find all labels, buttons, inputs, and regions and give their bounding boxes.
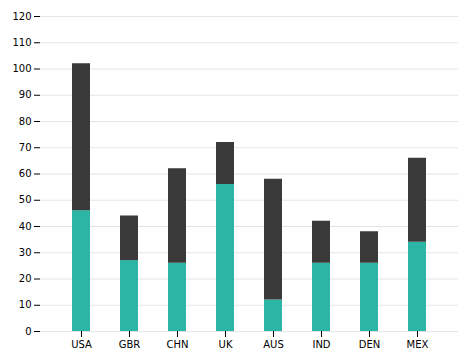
svg-text:DEN: DEN — [359, 339, 381, 350]
svg-text:50: 50 — [19, 194, 32, 205]
svg-text:80: 80 — [19, 116, 32, 127]
svg-text:110: 110 — [12, 37, 31, 48]
svg-text:UK: UK — [219, 339, 233, 350]
svg-text:AUS: AUS — [263, 339, 284, 350]
svg-text:100: 100 — [12, 63, 31, 74]
svg-text:70: 70 — [19, 142, 32, 153]
svg-text:120: 120 — [12, 11, 31, 22]
svg-text:GBR: GBR — [119, 339, 141, 350]
svg-text:20: 20 — [19, 273, 32, 284]
svg-text:90: 90 — [19, 89, 32, 100]
svg-text:60: 60 — [19, 168, 32, 179]
svg-text:40: 40 — [19, 221, 32, 232]
svg-text:IND: IND — [312, 339, 330, 350]
svg-text:30: 30 — [19, 247, 32, 258]
svg-text:0: 0 — [25, 326, 31, 337]
svg-text:MEX: MEX — [407, 339, 429, 350]
svg-text:CHN: CHN — [167, 339, 189, 350]
svg-text:USA: USA — [71, 339, 92, 350]
svg-text:10: 10 — [19, 299, 32, 310]
